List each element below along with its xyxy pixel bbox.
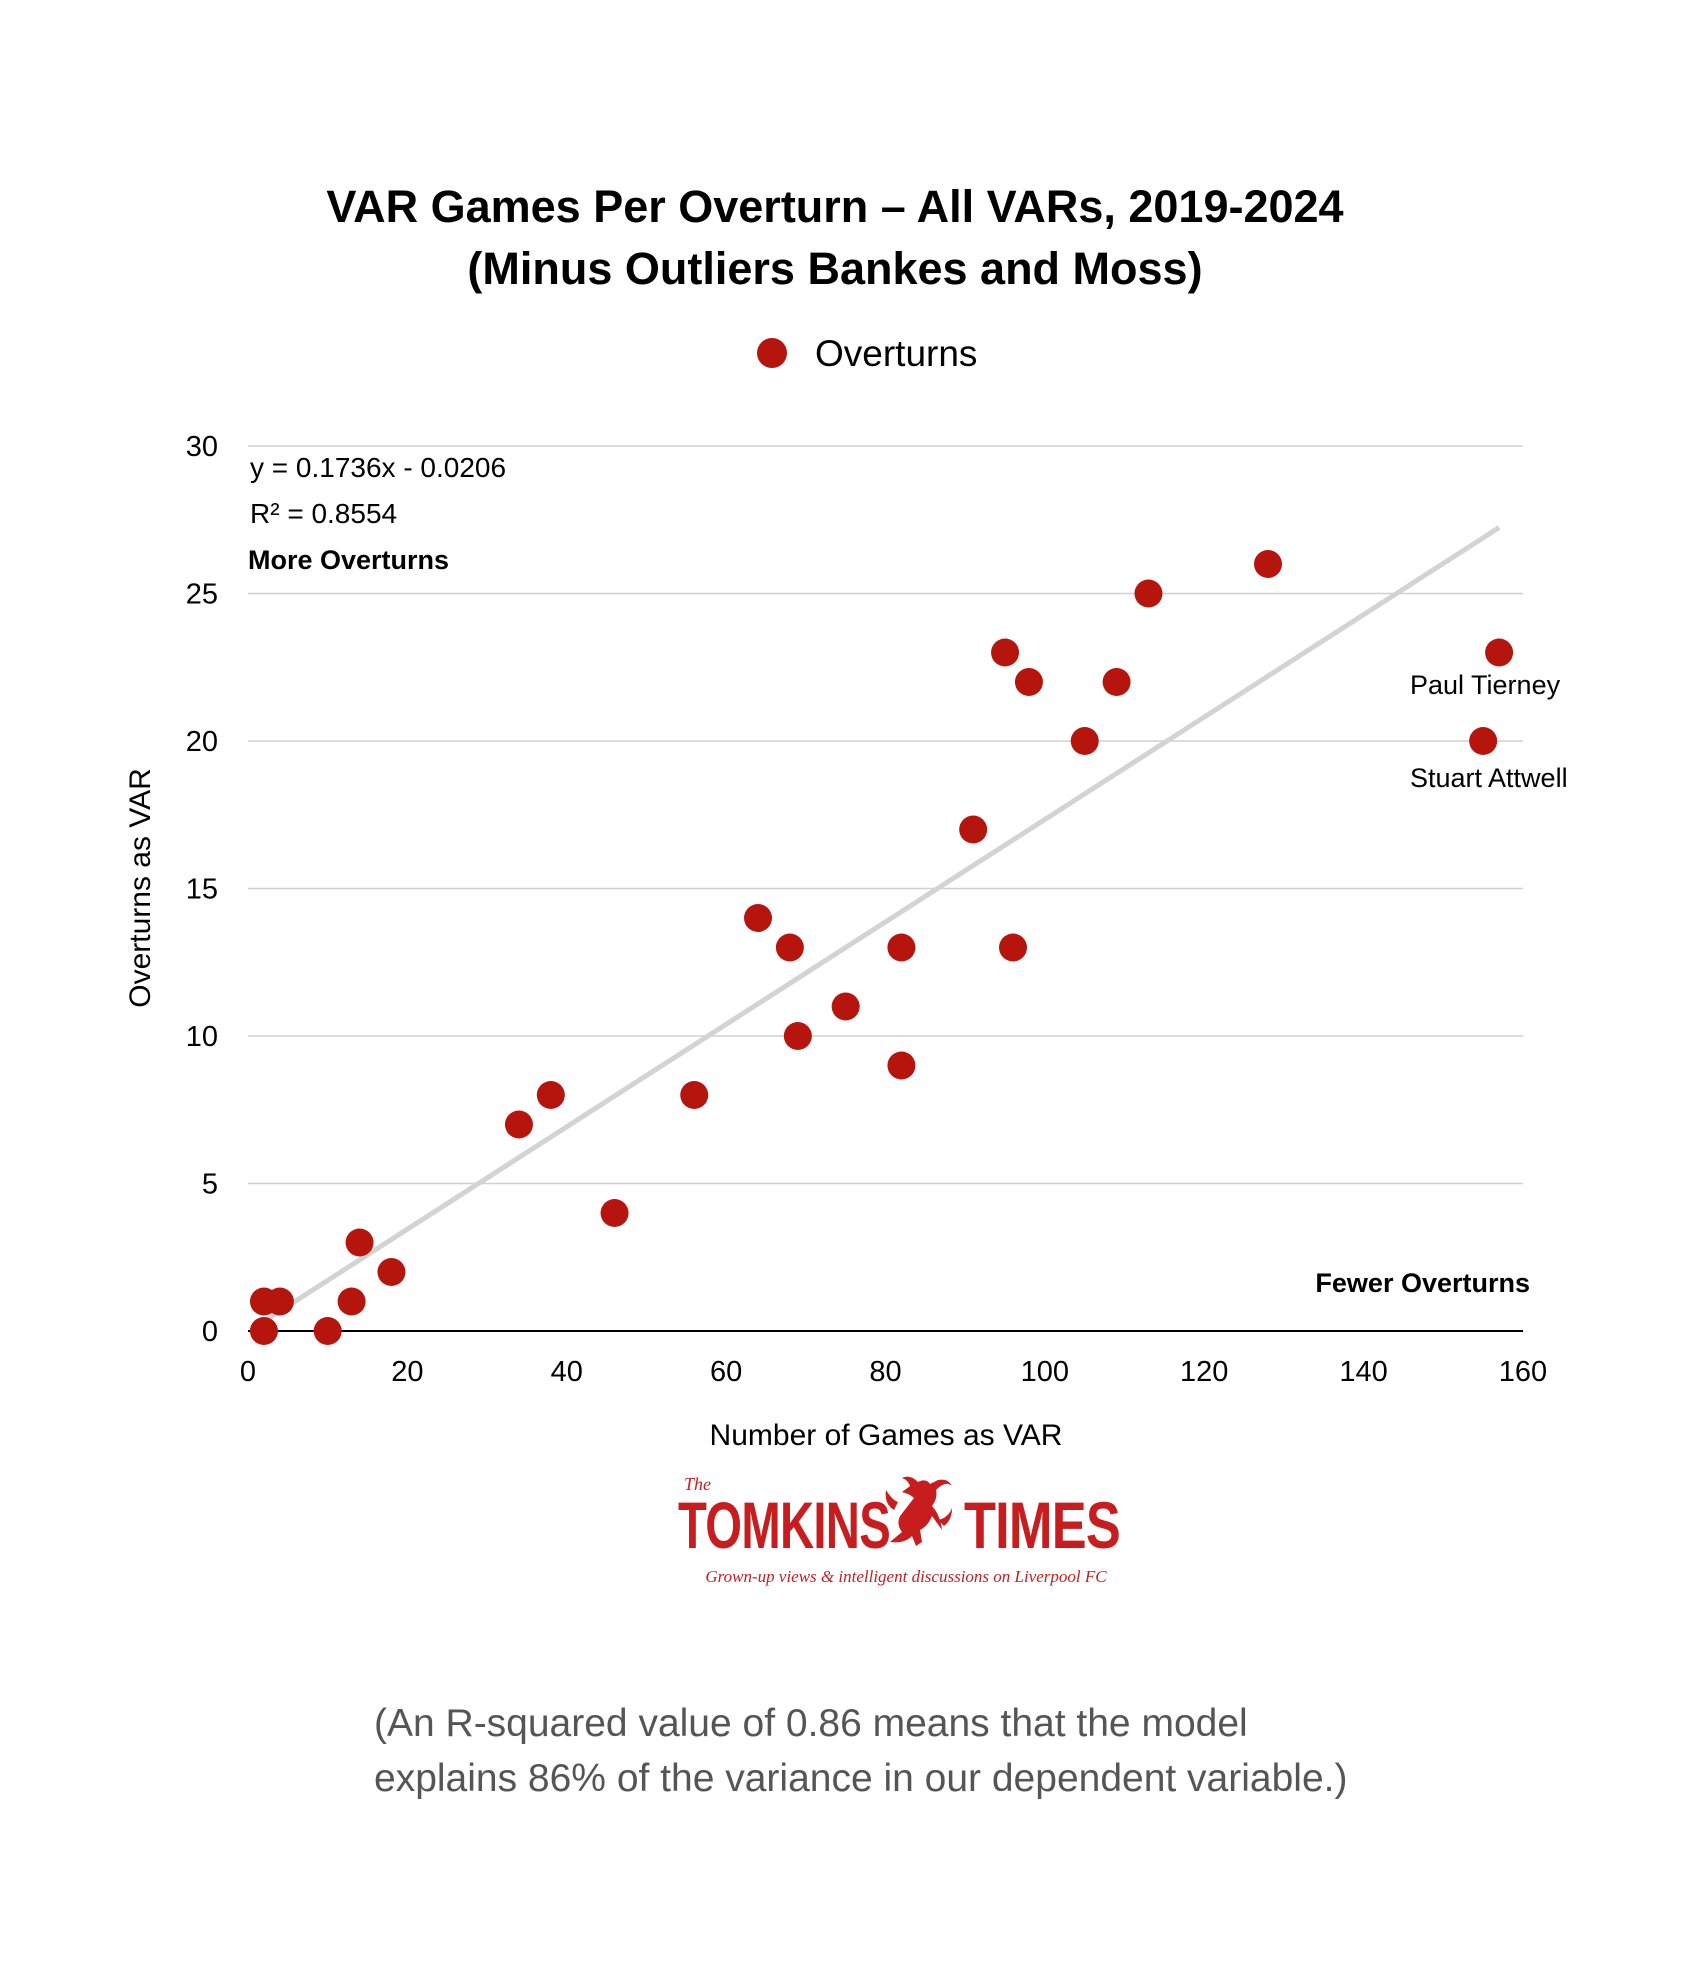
data-point-7	[377, 1258, 406, 1286]
x-tick-labels: 0 20 40 60 80 100 120 140 160	[240, 1356, 1547, 1388]
data-point-1	[249, 1317, 278, 1345]
data-point-3	[265, 1287, 294, 1316]
data-point-13	[775, 933, 804, 962]
data-point-16	[887, 933, 916, 962]
liverbird-icon	[885, 1476, 952, 1546]
data-point-21	[1014, 668, 1043, 696]
point-label-stuart-attwell: Stuart Attwell	[1410, 763, 1568, 793]
footnote-line-2: explains 86% of the variance in our depe…	[374, 1757, 1348, 1800]
data-point-27	[1485, 638, 1514, 667]
logo-brand-right: TIMES	[964, 1488, 1120, 1562]
r-squared-value: R² = 0.8554	[250, 498, 397, 529]
fewer-overturns-label: Fewer Overturns	[1315, 1268, 1530, 1298]
logo-brand-left: TOMKINS	[678, 1488, 890, 1562]
x-tick-140: 140	[1339, 1356, 1387, 1388]
y-tick-30: 30	[186, 431, 218, 463]
y-tick-0: 0	[202, 1316, 218, 1348]
chart-title: VAR Games Per Overturn – All VARs, 2019-…	[326, 181, 1343, 232]
chart-subtitle: (Minus Outliers Bankes and Moss)	[467, 243, 1202, 294]
data-point-22	[1070, 727, 1099, 755]
gridlines	[248, 445, 1523, 1332]
data-point-8	[504, 1110, 533, 1139]
data-point-15	[831, 992, 860, 1021]
data-point-10	[600, 1199, 629, 1227]
legend-label: Overturns	[815, 333, 977, 374]
trendline	[262, 525, 1501, 1324]
data-point-5	[337, 1287, 366, 1316]
footnote: (An R-squared value of 0.86 means that t…	[374, 1696, 1474, 1806]
x-tick-40: 40	[551, 1356, 583, 1388]
data-point-26	[1469, 727, 1498, 755]
y-tick-20: 20	[186, 726, 218, 758]
x-tick-100: 100	[1021, 1356, 1069, 1388]
data-point-6	[345, 1228, 374, 1257]
y-tick-5: 5	[202, 1169, 218, 1201]
more-overturns-label: More Overturns	[248, 545, 449, 575]
data-point-11	[680, 1081, 709, 1109]
data-points	[249, 550, 1514, 1345]
x-axis-title: Number of Games as VAR	[710, 1419, 1063, 1452]
logo-tagline: Grown-up views & intelligent discussions…	[705, 1567, 1107, 1586]
tomkins-times-logo: The TOMKINS TIMES Grown-up views & intel…	[678, 1474, 1121, 1586]
trendline-group	[262, 525, 1501, 1324]
logo-the: The	[684, 1474, 711, 1494]
data-point-12	[744, 904, 772, 932]
trendline-equation: y = 0.1736x - 0.0206	[250, 452, 506, 483]
x-tick-80: 80	[869, 1356, 901, 1388]
x-tick-120: 120	[1180, 1356, 1228, 1388]
data-point-25	[1254, 550, 1282, 578]
data-point-24	[1134, 579, 1163, 608]
data-point-9	[536, 1081, 565, 1109]
data-point-20	[999, 933, 1027, 962]
data-point-23	[1102, 668, 1131, 696]
legend: Overturns	[757, 333, 977, 374]
y-tick-10: 10	[186, 1021, 218, 1053]
x-tick-20: 20	[391, 1356, 423, 1388]
y-tick-15: 15	[186, 874, 218, 906]
y-tick-labels: 0 5 10 15 20 25 30	[186, 431, 218, 1348]
y-tick-25: 25	[186, 579, 218, 611]
data-point-19	[991, 638, 1020, 667]
data-point-17	[887, 1051, 916, 1080]
x-tick-160: 160	[1499, 1356, 1547, 1388]
y-axis-title: Overturns as VAR	[124, 768, 157, 1008]
data-point-4	[313, 1317, 342, 1345]
data-point-14	[783, 1022, 812, 1050]
data-point-18	[959, 815, 988, 844]
point-label-paul-tierney: Paul Tierney	[1410, 670, 1561, 700]
footnote-line-1: (An R-squared value of 0.86 means that t…	[374, 1702, 1248, 1745]
x-tick-0: 0	[240, 1356, 256, 1388]
x-tick-60: 60	[710, 1356, 742, 1388]
legend-marker	[757, 338, 787, 368]
